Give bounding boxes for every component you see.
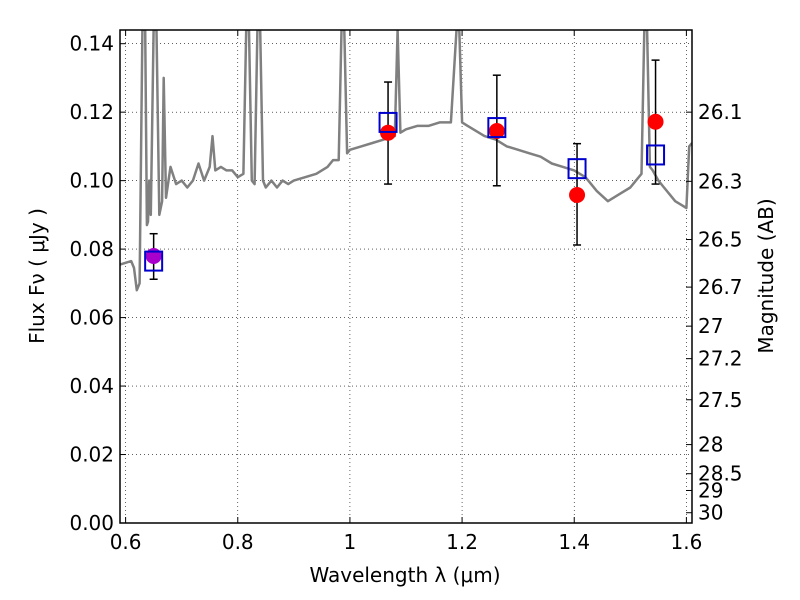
right-tick-label: 26.3 bbox=[698, 169, 743, 193]
right-tick-label: 27 bbox=[698, 314, 723, 338]
x-tick-label: 0.8 bbox=[222, 530, 254, 554]
x-tick-label: 1.2 bbox=[446, 530, 478, 554]
y-tick-label: 0.10 bbox=[69, 169, 114, 193]
x-tick-label: 1 bbox=[344, 530, 357, 554]
synthetic-flux-square bbox=[144, 250, 164, 272]
y-axis-right-label: Magnitude (AB) bbox=[754, 198, 778, 353]
x-tick-label: 1.6 bbox=[670, 530, 702, 554]
y-tick-label: 0.12 bbox=[69, 100, 114, 124]
tick-layer: 0.6 0.8 1 1.2 1.4 1.6 0.00 0.02 0.04 0.06 0.08 0.10… bbox=[69, 30, 743, 554]
y-tick-label: 0.00 bbox=[69, 511, 114, 535]
x-axis-label: Wavelength λ (μm) bbox=[309, 563, 500, 587]
x-tick-label: 1.4 bbox=[558, 530, 590, 554]
synthetic-flux-square bbox=[487, 117, 507, 139]
marker-layer bbox=[144, 59, 666, 280]
plot-frame bbox=[119, 29, 693, 524]
y-axis-label: Flux Fν ( μJy ) bbox=[25, 208, 49, 344]
model-spectrum-line bbox=[120, 30, 692, 292]
y-tick-label: 0.04 bbox=[69, 374, 114, 398]
right-tick-label: 27.5 bbox=[698, 388, 743, 412]
y-tick-label: 0.14 bbox=[69, 32, 114, 56]
right-tick-label: 27.2 bbox=[698, 347, 743, 371]
y-tick-label: 0.06 bbox=[69, 306, 114, 330]
right-tick-label: 26.1 bbox=[698, 100, 743, 124]
synthetic-flux-square bbox=[567, 158, 587, 180]
x-tick-label: 0.6 bbox=[110, 530, 142, 554]
right-tick-label: 26.7 bbox=[698, 275, 743, 299]
right-tick-label: 28.5 bbox=[698, 462, 743, 486]
synthetic-flux-square bbox=[646, 144, 666, 166]
right-tick-label: 29 bbox=[698, 478, 723, 502]
y-tick-label: 0.08 bbox=[69, 237, 114, 261]
right-tick-label: 28 bbox=[698, 433, 723, 457]
observed-flux-point bbox=[647, 113, 664, 130]
y-tick-label: 0.02 bbox=[69, 443, 114, 467]
plot-area bbox=[120, 30, 692, 292]
grid-layer bbox=[120, 30, 692, 524]
right-tick-label: 26.5 bbox=[698, 228, 743, 252]
right-tick-label: 30 bbox=[698, 501, 723, 525]
synthetic-flux-square bbox=[378, 111, 398, 133]
observed-flux-point bbox=[569, 187, 586, 204]
